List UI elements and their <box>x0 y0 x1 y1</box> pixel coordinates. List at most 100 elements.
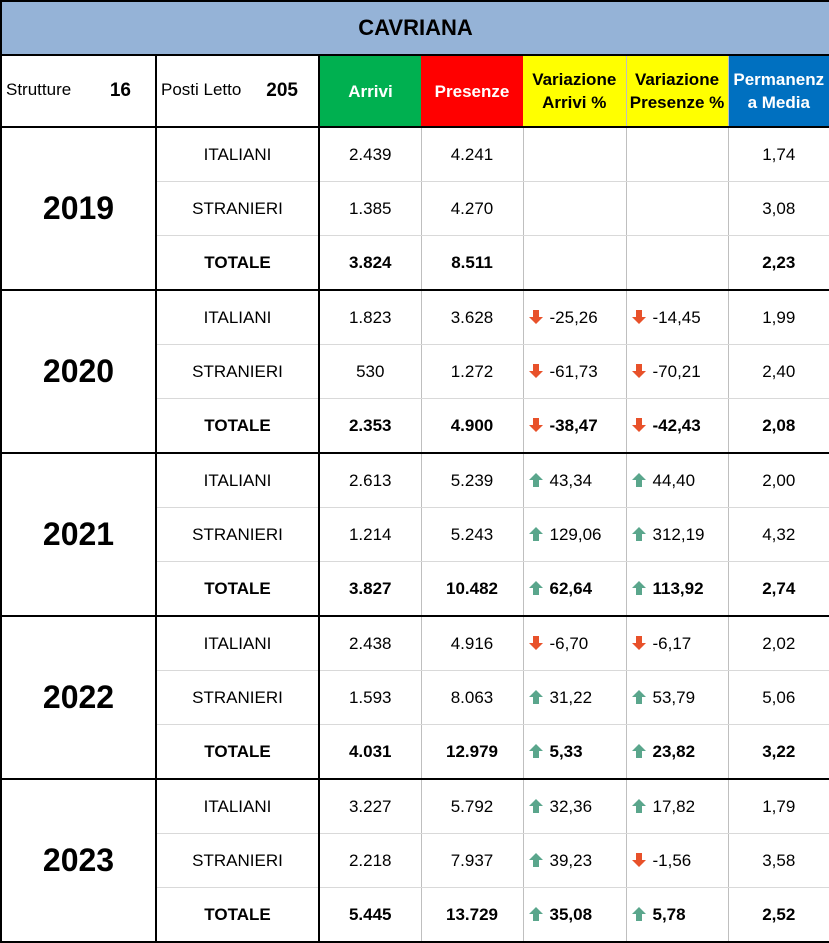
permanenza-cell: 2,02 <box>728 616 829 671</box>
var-arrivi-value: 5,33 <box>550 742 583 761</box>
presenze-cell: 10.482 <box>421 562 523 617</box>
presenze-cell: 4.916 <box>421 616 523 671</box>
arrivi-cell: 1.214 <box>319 508 421 562</box>
posti-letto-label: Posti Letto <box>161 80 241 99</box>
var-presenze-value: 23,82 <box>653 742 696 761</box>
var-presenze-cell: 5,78 <box>626 888 728 943</box>
var-presenze-value: 312,19 <box>653 525 705 544</box>
var-presenze-cell: 23,82 <box>626 725 728 780</box>
posti-letto-value: 205 <box>266 80 298 102</box>
var-arrivi-cell: 62,64 <box>523 562 626 617</box>
var-arrivi-value: 129,06 <box>550 525 602 544</box>
presenze-cell: 8.063 <box>421 671 523 725</box>
permanenza-cell: 3,58 <box>728 834 829 888</box>
var-presenze-cell: 113,92 <box>626 562 728 617</box>
var-arrivi-value: -6,70 <box>550 634 589 653</box>
header-variazione-presenze: Variazione Presenze % <box>626 55 728 127</box>
arrivi-cell: 2.218 <box>319 834 421 888</box>
permanenza-cell: 3,22 <box>728 725 829 780</box>
var-arrivi-cell: -25,26 <box>523 290 626 345</box>
row-label: STRANIERI <box>156 671 319 725</box>
row-label: STRANIERI <box>156 182 319 236</box>
var-presenze-cell: -14,45 <box>626 290 728 345</box>
presenze-cell: 4.900 <box>421 399 523 454</box>
row-label: ITALIANI <box>156 616 319 671</box>
var-presenze-cell: 53,79 <box>626 671 728 725</box>
header-variazione-presenze-line1: Variazione <box>627 68 728 91</box>
var-presenze-cell <box>626 182 728 236</box>
var-presenze-cell <box>626 127 728 182</box>
row-label: STRANIERI <box>156 508 319 562</box>
var-arrivi-value: -61,73 <box>550 362 598 381</box>
arrivi-cell: 2.439 <box>319 127 421 182</box>
row-label: TOTALE <box>156 236 319 291</box>
arrow-down-icon <box>631 635 647 651</box>
var-arrivi-cell: -6,70 <box>523 616 626 671</box>
arrivi-cell: 4.031 <box>319 725 421 780</box>
year-cell: 2019 <box>1 127 156 290</box>
arrow-up-icon <box>528 743 544 759</box>
arrow-up-icon <box>631 798 647 814</box>
var-arrivi-cell: 39,23 <box>523 834 626 888</box>
arrivi-cell: 1.385 <box>319 182 421 236</box>
presenze-cell: 8.511 <box>421 236 523 291</box>
arrow-up-icon <box>631 526 647 542</box>
var-arrivi-cell: 43,34 <box>523 453 626 508</box>
year-cell: 2020 <box>1 290 156 453</box>
arrow-up-icon <box>631 689 647 705</box>
row-label: ITALIANI <box>156 127 319 182</box>
permanenza-cell: 4,32 <box>728 508 829 562</box>
presenze-cell: 4.241 <box>421 127 523 182</box>
permanenza-cell: 1,79 <box>728 779 829 834</box>
year-cell: 2021 <box>1 453 156 616</box>
header-permanenza-media: Permanenz a Media <box>728 55 829 127</box>
permanenza-cell: 2,74 <box>728 562 829 617</box>
arrow-up-icon <box>528 580 544 596</box>
var-presenze-value: 5,78 <box>653 905 686 924</box>
arrow-down-icon <box>631 852 647 868</box>
header-permanenza-line2: a Media <box>729 91 829 114</box>
var-presenze-cell: 17,82 <box>626 779 728 834</box>
arrow-up-icon <box>528 798 544 814</box>
arrow-down-icon <box>631 417 647 433</box>
arrow-down-icon <box>528 309 544 325</box>
header-variazione-arrivi-line1: Variazione <box>523 68 626 91</box>
row-label: ITALIANI <box>156 453 319 508</box>
arrivi-cell: 3.824 <box>319 236 421 291</box>
year-cell: 2022 <box>1 616 156 779</box>
var-presenze-value: -70,21 <box>653 362 701 381</box>
var-presenze-value: 53,79 <box>653 688 696 707</box>
permanenza-cell: 2,08 <box>728 399 829 454</box>
permanenza-cell: 1,74 <box>728 127 829 182</box>
var-arrivi-value: 39,23 <box>550 851 593 870</box>
arrivi-cell: 1.593 <box>319 671 421 725</box>
presenze-cell: 1.272 <box>421 345 523 399</box>
var-arrivi-cell <box>523 127 626 182</box>
permanenza-cell: 5,06 <box>728 671 829 725</box>
var-arrivi-cell: 35,08 <box>523 888 626 943</box>
arrow-up-icon <box>631 906 647 922</box>
arrivi-cell: 3.827 <box>319 562 421 617</box>
presenze-cell: 12.979 <box>421 725 523 780</box>
presenze-cell: 13.729 <box>421 888 523 943</box>
row-label: TOTALE <box>156 725 319 780</box>
arrow-down-icon <box>528 363 544 379</box>
permanenza-cell: 1,99 <box>728 290 829 345</box>
row-label: STRANIERI <box>156 345 319 399</box>
presenze-cell: 5.792 <box>421 779 523 834</box>
var-arrivi-value: 31,22 <box>550 688 593 707</box>
var-arrivi-value: 35,08 <box>550 905 593 924</box>
arrivi-cell: 1.823 <box>319 290 421 345</box>
var-presenze-value: 17,82 <box>653 797 696 816</box>
presenze-cell: 7.937 <box>421 834 523 888</box>
permanenza-cell: 3,08 <box>728 182 829 236</box>
row-label: STRANIERI <box>156 834 319 888</box>
row-label: TOTALE <box>156 562 319 617</box>
header-variazione-arrivi-line2: Arrivi % <box>523 91 626 114</box>
var-presenze-value: -14,45 <box>653 308 701 327</box>
var-arrivi-cell: -38,47 <box>523 399 626 454</box>
